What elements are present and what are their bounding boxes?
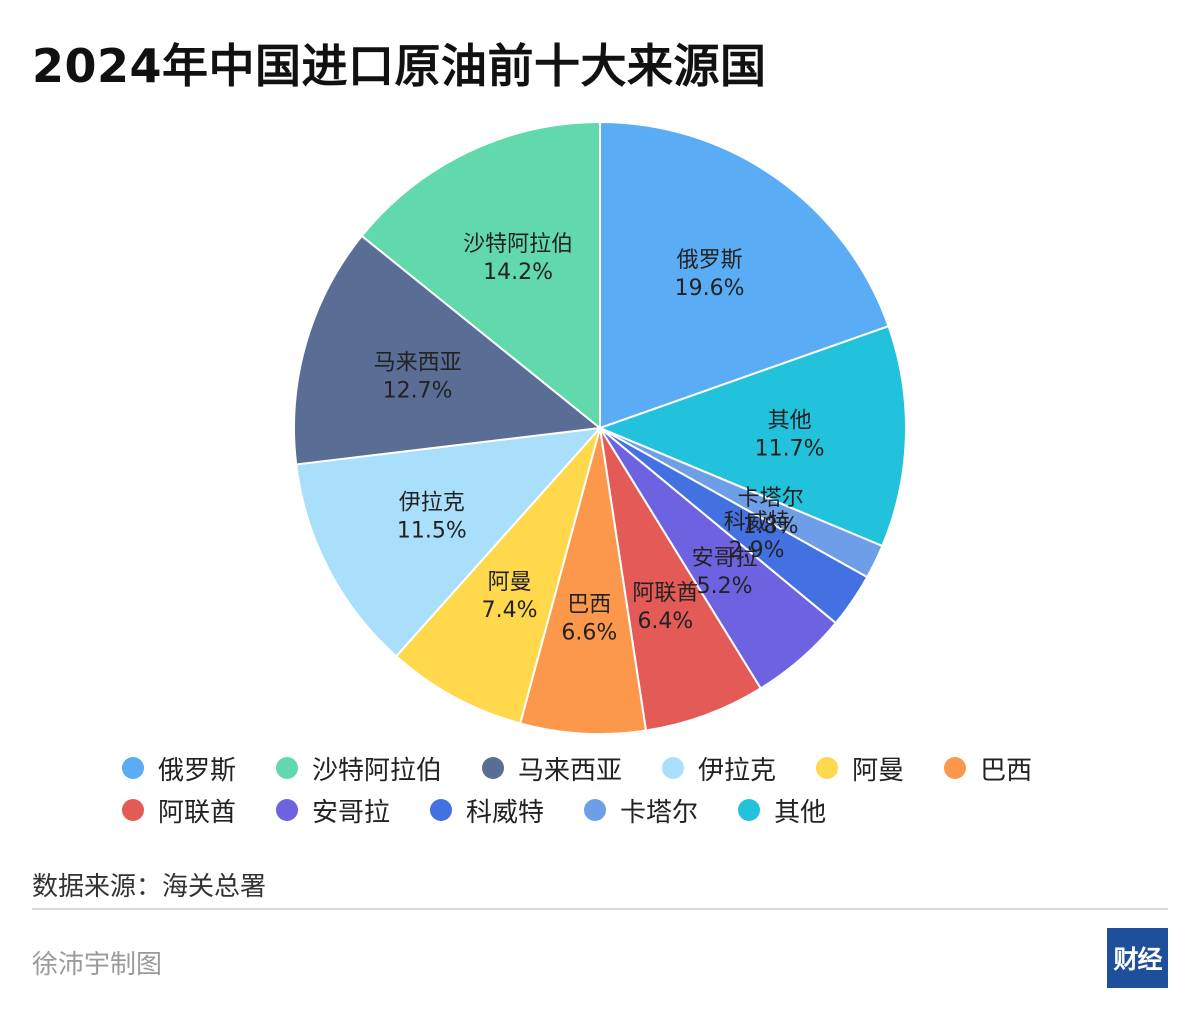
legend-label: 阿曼 [852,755,905,786]
legend-label: 俄罗斯 [158,755,237,786]
pie-chart: 俄罗斯 19.6% 其他 11.7% 卡塔尔 1.8%科威特 2.9%安哥拉 5.2%阿联酋 6… [293,120,907,735]
legend-label: 卡塔尔 [620,797,699,828]
slice-name-label: 伊拉克 [399,491,465,516]
legend-label: 阿联酋 [158,797,237,828]
slice-value-label: 7.4% [482,598,538,623]
slice-value-label: 5.2% [697,574,753,599]
legend-swatch [584,799,607,821]
legend-label: 科威特 [466,797,545,828]
slice-value-label: 6.6% [561,620,617,645]
legend-swatch [122,757,144,779]
legend-swatch [662,757,685,779]
legend-label: 马来西亚 [518,755,623,786]
publisher-logo: 财经 [1107,928,1168,988]
slice-name-label: 卡塔尔 [738,486,804,511]
legend-item: 沙特阿拉伯 [276,753,442,786]
legend-swatch [482,757,505,779]
pie-slice [360,120,601,431]
chart-legend: 俄罗斯 沙特阿拉伯 马来西亚 伊拉克 阿曼 巴西阿联酋 安哥拉 科威特 卡塔尔 其他 [122,753,1102,828]
pie-slice [599,427,763,732]
legend-item: 巴西 [944,753,1032,786]
legend-item: 俄罗斯 [122,753,236,786]
legend-swatch [944,757,967,779]
legend-swatch [816,757,839,779]
slice-name-label: 阿联酋 [632,581,698,606]
author-credit: 徐沛宇制图 [32,950,163,980]
slice-name-label: 科威特 [724,510,790,535]
slice-value-label: 6.4% [637,609,693,634]
pie-slice [295,426,603,658]
pie-slice [394,427,601,725]
slice-name-label: 沙特阿拉伯 [463,232,573,257]
legend-label: 伊拉克 [698,755,777,786]
legend-item: 阿曼 [816,753,904,786]
legend-swatch [122,799,144,821]
slice-name-label: 巴西 [567,592,611,617]
slice-value-label: 11.5% [397,519,467,544]
legend-swatch [276,757,299,779]
legend-label: 巴西 [980,755,1033,786]
legend-item: 阿联酋 [122,795,236,828]
slice-value-label: 2.9% [729,538,785,563]
divider [32,908,1168,910]
legend-swatch [738,799,761,821]
slice-value-label: 19.6% [675,276,745,301]
publisher-logo-text: 财经 [1113,945,1162,974]
slice-value-label: 12.7% [383,379,453,404]
legend-swatch [276,799,299,821]
slice-name-label: 俄罗斯 [677,248,743,273]
pie-slice [518,427,648,735]
slice-value-label: 1.8% [743,514,799,539]
slice-name-label: 马来西亚 [374,351,462,376]
legend-label: 其他 [774,797,827,828]
legend-item: 安哥拉 [276,795,390,828]
pie-slice [293,234,603,466]
legend-item: 其他 [738,795,826,828]
slice-value-label: 14.2% [483,260,553,285]
legend-label: 安哥拉 [312,797,391,828]
legend-item: 卡塔尔 [584,795,698,828]
slice-name-label: 安哥拉 [692,546,758,571]
slice-value-label: 11.7% [755,436,825,461]
legend-item: 伊拉克 [662,753,776,786]
slice-name-label: 其他 [768,408,812,433]
legend-label: 沙特阿拉伯 [312,755,443,786]
data-source-note: 数据来源：海关总署 [32,872,267,902]
legend-item: 马来西亚 [482,753,622,786]
pie-slice [597,324,907,548]
legend-item: 科威特 [430,795,544,828]
chart-title: 2024年中国进口原油前十大来源国 [32,39,767,93]
legend-swatch [430,799,453,821]
slice-name-label: 阿曼 [488,570,532,595]
